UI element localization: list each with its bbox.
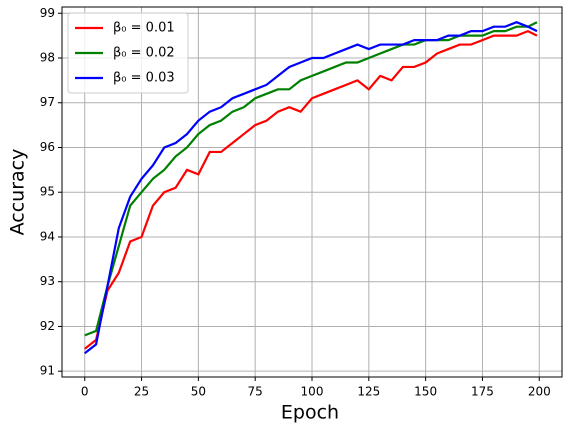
- x-tick-label: 175: [471, 385, 494, 399]
- series-line: [84, 21, 538, 355]
- y-axis-label: Accuracy: [7, 149, 29, 236]
- x-tick-label: 150: [414, 385, 437, 399]
- series-line: [84, 21, 538, 337]
- y-tick-label: 98: [40, 51, 55, 65]
- x-tick-label: 25: [134, 385, 149, 399]
- y-tick-label: 91: [40, 364, 55, 378]
- x-tick-label: 0: [81, 385, 89, 399]
- legend-label: β₀ = 0.01: [113, 21, 175, 36]
- plot-frame: [61, 6, 563, 378]
- x-tick-label: 75: [248, 385, 263, 399]
- y-tick-label: 93: [40, 274, 55, 288]
- x-tick-label: 125: [357, 385, 380, 399]
- x-axis-label: Epoch: [281, 402, 339, 424]
- y-tick-label: 94: [40, 229, 55, 243]
- y-tick-label: 92: [40, 319, 55, 333]
- x-tick-label: 100: [301, 385, 324, 399]
- legend-label: β₀ = 0.03: [113, 71, 175, 86]
- legend-box: [67, 12, 189, 94]
- x-tick-label: 200: [528, 385, 551, 399]
- y-tick-label: 95: [40, 185, 55, 199]
- y-tick-label: 99: [40, 6, 55, 20]
- legend-label: β₀ = 0.02: [113, 46, 175, 61]
- series-line: [84, 29, 538, 350]
- y-tick-label: 97: [40, 95, 55, 109]
- y-tick-label: 96: [40, 140, 55, 154]
- x-tick-label: 50: [191, 385, 206, 399]
